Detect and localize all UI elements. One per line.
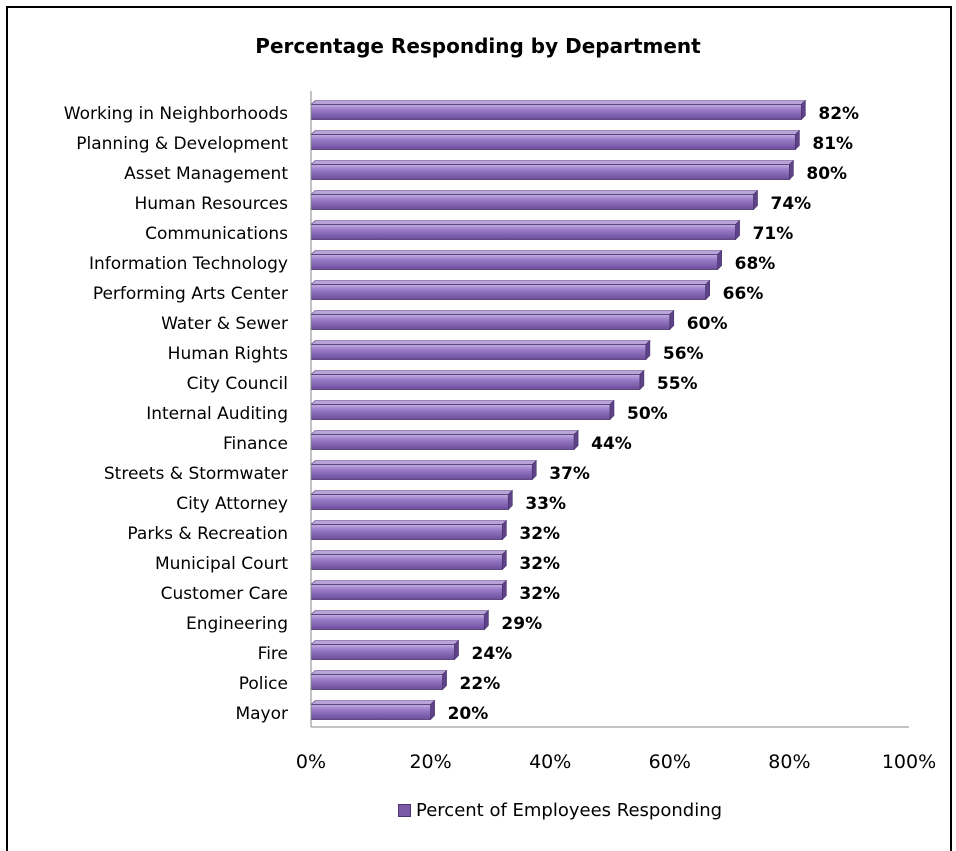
data-label: 32% — [519, 584, 560, 604]
x-tick-label: 40% — [529, 751, 571, 773]
data-label: 37% — [549, 464, 590, 484]
bar — [310, 404, 611, 420]
bar-top-face — [310, 490, 514, 495]
bar-top-face — [310, 340, 651, 345]
bar-top-face — [310, 220, 741, 225]
bar — [310, 524, 503, 540]
legend-swatch — [398, 804, 411, 817]
bar — [310, 494, 509, 510]
data-label: 24% — [472, 644, 513, 664]
category-label: City Attorney — [176, 494, 288, 514]
bar — [310, 344, 647, 360]
category-label: Human Rights — [168, 344, 288, 364]
bar-top-face — [310, 700, 436, 705]
category-label: Municipal Court — [155, 554, 288, 574]
category-label: Internal Auditing — [146, 404, 288, 424]
category-label: Mayor — [235, 704, 288, 724]
bar-top-face — [310, 610, 490, 615]
bar-top-face — [310, 430, 579, 435]
bar — [310, 134, 796, 150]
bar-top-face — [310, 400, 615, 405]
bar — [310, 614, 485, 630]
bar — [310, 644, 455, 660]
x-tick-label: 100% — [882, 751, 936, 773]
category-label: Planning & Development — [76, 134, 288, 154]
bar-top-face — [310, 310, 675, 315]
bar — [310, 374, 641, 390]
chart-title: Percentage Responding by Department — [255, 34, 701, 58]
bar — [310, 464, 533, 480]
bar — [310, 584, 503, 600]
bar-top-face — [310, 550, 508, 555]
bar-top-face — [310, 580, 508, 585]
bar-top-face — [310, 280, 711, 285]
category-label: Performing Arts Center — [93, 284, 288, 304]
bar-top-face — [310, 370, 645, 375]
category-label: Customer Care — [161, 584, 288, 604]
x-tick-label: 80% — [768, 751, 810, 773]
legend-label: Percent of Employees Responding — [416, 800, 723, 821]
bars-group: 82% 81% 80% 74% 71% 68% 66% 60% 56% 55% 50% 44%37% 3… — [310, 99, 859, 724]
bar — [310, 104, 802, 120]
category-label: Asset Management — [124, 164, 288, 184]
bar — [310, 704, 431, 720]
data-label: 66% — [723, 284, 764, 304]
x-tick-label: 60% — [649, 751, 691, 773]
bar — [310, 554, 503, 570]
data-label: 22% — [460, 674, 501, 694]
category-label: Parks & Recreation — [127, 524, 288, 544]
bar-top-face — [310, 250, 723, 255]
bar — [310, 314, 671, 330]
data-label: 55% — [657, 374, 698, 394]
bar-top-face — [310, 640, 460, 645]
category-label: Engineering — [186, 614, 288, 634]
category-label: Working in Neighborhoods — [64, 104, 288, 124]
data-label: 60% — [687, 314, 728, 334]
category-label: Human Resources — [134, 194, 288, 214]
category-label: City Council — [187, 374, 288, 394]
data-label: 20% — [448, 704, 489, 724]
bar — [310, 254, 719, 270]
bar — [310, 164, 790, 180]
x-tick-label: 20% — [409, 751, 451, 773]
data-label: 44% — [591, 434, 632, 454]
bar-top-face — [310, 130, 801, 135]
category-label: Water & Sewer — [161, 314, 288, 334]
data-label: 33% — [525, 494, 566, 514]
data-label: 56% — [663, 344, 704, 364]
data-label: 68% — [735, 254, 776, 274]
data-label: 50% — [627, 404, 668, 424]
bar — [310, 194, 754, 210]
category-label: Information Technology — [89, 254, 288, 274]
category-label: Communications — [145, 224, 288, 244]
data-label: 32% — [519, 554, 560, 574]
category-label: Finance — [223, 434, 288, 454]
data-label: 82% — [818, 104, 859, 124]
x-tick-label: 0% — [296, 751, 326, 773]
category-label: Streets & Stormwater — [104, 464, 288, 484]
bar — [310, 284, 707, 300]
axes-group: Working in Neighborhoods Planning & Devel… — [64, 91, 936, 773]
bar-top-face — [310, 520, 508, 525]
bar-top-face — [310, 460, 537, 465]
bar-top-face — [310, 190, 759, 195]
data-label: 29% — [501, 614, 542, 634]
legend: Percent of Employees Responding — [398, 800, 722, 821]
chart-frame — [6, 6, 952, 851]
data-label: 71% — [753, 224, 794, 244]
bar-top-face — [310, 160, 795, 165]
bar-top-face — [310, 670, 448, 675]
bar-top-face — [310, 100, 807, 105]
bar — [310, 224, 736, 240]
category-label: Police — [239, 674, 288, 694]
category-label: Fire — [258, 644, 288, 664]
data-label: 74% — [771, 194, 812, 214]
data-label: 80% — [806, 164, 847, 184]
data-label: 81% — [812, 134, 853, 154]
bar — [310, 674, 443, 690]
data-label: 32% — [519, 524, 560, 544]
bar — [310, 434, 575, 450]
